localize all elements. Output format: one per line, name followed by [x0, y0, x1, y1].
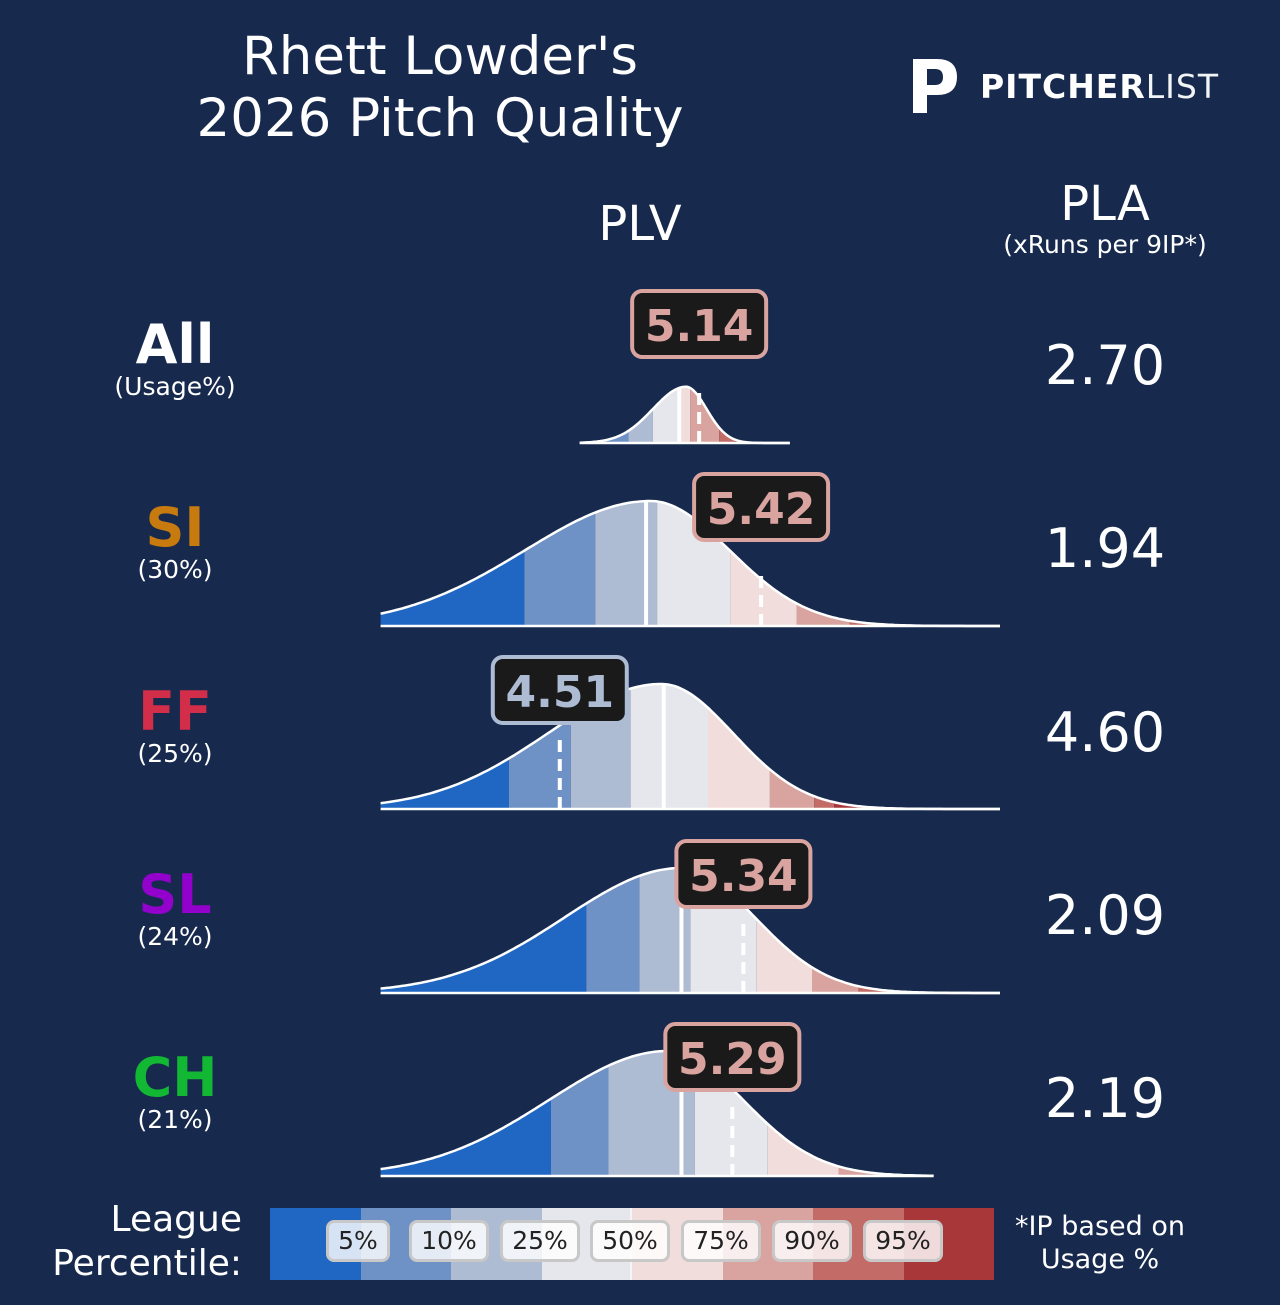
pla-value-ff: 4.60 — [1044, 701, 1166, 764]
plv-value-all: 5.14 — [645, 301, 754, 352]
density-band-si-6 — [849, 620, 916, 626]
density-band-ff-0 — [380, 758, 509, 809]
logo-light: LIST — [1145, 67, 1219, 106]
density-band-all-5 — [690, 388, 720, 443]
title-line-1: Rhett Lowder's — [241, 26, 639, 87]
pitcherlist-logo: PITCHERLIST — [905, 55, 1225, 119]
density-band-ff-4 — [708, 707, 770, 809]
density-band-all-2 — [628, 409, 653, 443]
row-usage-ff: (25%) — [137, 739, 213, 768]
pla-value-sl: 2.09 — [1044, 884, 1166, 947]
logo-bold: PITCHER — [980, 67, 1146, 106]
density-band-ff-3 — [630, 684, 708, 809]
legend-percentile-label: 10% — [409, 1220, 489, 1262]
plv-value-si: 5.42 — [707, 484, 816, 535]
plv-density-plot: 5.14 5.42 4.51 5.34 5.29 — [380, 289, 1000, 1178]
footnote-line-1: *IP based on — [1014, 1211, 1186, 1242]
legend-percentile-label: 95% — [863, 1220, 943, 1262]
plv-value-sl: 5.34 — [689, 851, 798, 902]
legend-percentile-label: 25% — [500, 1220, 580, 1262]
density-band-si-4 — [730, 550, 797, 626]
plv-badge-ff — [490, 655, 629, 725]
footnote-line-2: Usage % — [1040, 1244, 1160, 1275]
footnote: *IP based on Usage % — [1000, 1210, 1200, 1276]
legend-percentile-label: 5% — [326, 1220, 390, 1262]
density-band-all-4 — [679, 386, 691, 443]
density-band-sl-4 — [756, 919, 812, 993]
row-usage-sl: (24%) — [137, 922, 213, 951]
row-name-all: All — [135, 313, 215, 376]
legend-label-line-2: Percentile: — [52, 1243, 242, 1284]
plv-column-header: PLV — [598, 196, 682, 252]
density-band-sl-0 — [380, 903, 587, 993]
chart-title: Rhett Lowder's 2026 Pitch Quality — [140, 26, 740, 150]
density-band-ff-6 — [814, 796, 835, 809]
title-line-2: 2026 Pitch Quality — [196, 88, 684, 149]
row-usage-si: (30%) — [137, 555, 213, 584]
density-band-sl-1 — [586, 875, 640, 993]
row-name-ff: FF — [138, 680, 212, 743]
pla-value-si: 1.94 — [1044, 517, 1166, 580]
legend-percentile-label: 50% — [590, 1220, 670, 1262]
density-band-ch-0 — [380, 1098, 551, 1176]
plv-badge-all — [630, 289, 769, 359]
plv-badge-sl — [674, 839, 813, 909]
legend-label: League Percentile: — [20, 1198, 242, 1286]
pla-value-ch: 2.19 — [1044, 1067, 1166, 1130]
plv-badge-si — [692, 472, 831, 542]
density-band-si-0 — [380, 550, 525, 626]
density-band-ch-4 — [767, 1123, 839, 1176]
density-curve-ch — [380, 1049, 934, 1178]
legend-percentile-label: 75% — [681, 1220, 761, 1262]
plv-value-ch: 5.29 — [678, 1034, 787, 1085]
row-name-ch: CH — [132, 1046, 218, 1109]
pla-column-header: PLA — [1060, 176, 1150, 232]
pla-value-all: 2.70 — [1044, 334, 1166, 397]
plv-badge-ch — [663, 1022, 802, 1092]
pitcherlist-p-icon — [913, 59, 957, 113]
plv-value-ff: 4.51 — [506, 667, 615, 718]
legend-percentile-label: 90% — [772, 1220, 852, 1262]
density-band-all-3 — [652, 387, 680, 443]
row-usage-ch: (21%) — [137, 1105, 213, 1134]
logo-wordmark: PITCHERLIST — [980, 67, 1219, 106]
row-name-sl: SL — [138, 863, 212, 926]
density-band-ff-1 — [508, 718, 571, 809]
density-band-si-2 — [595, 501, 658, 626]
row-usage-all: (Usage%) — [114, 372, 236, 401]
legend-label-line-1: League — [110, 1199, 242, 1240]
pla-column-subheader: (xRuns per 9IP*) — [1003, 230, 1207, 259]
row-name-si: SI — [145, 496, 205, 559]
density-band-ch-1 — [550, 1065, 609, 1176]
density-band-si-3 — [657, 501, 731, 626]
